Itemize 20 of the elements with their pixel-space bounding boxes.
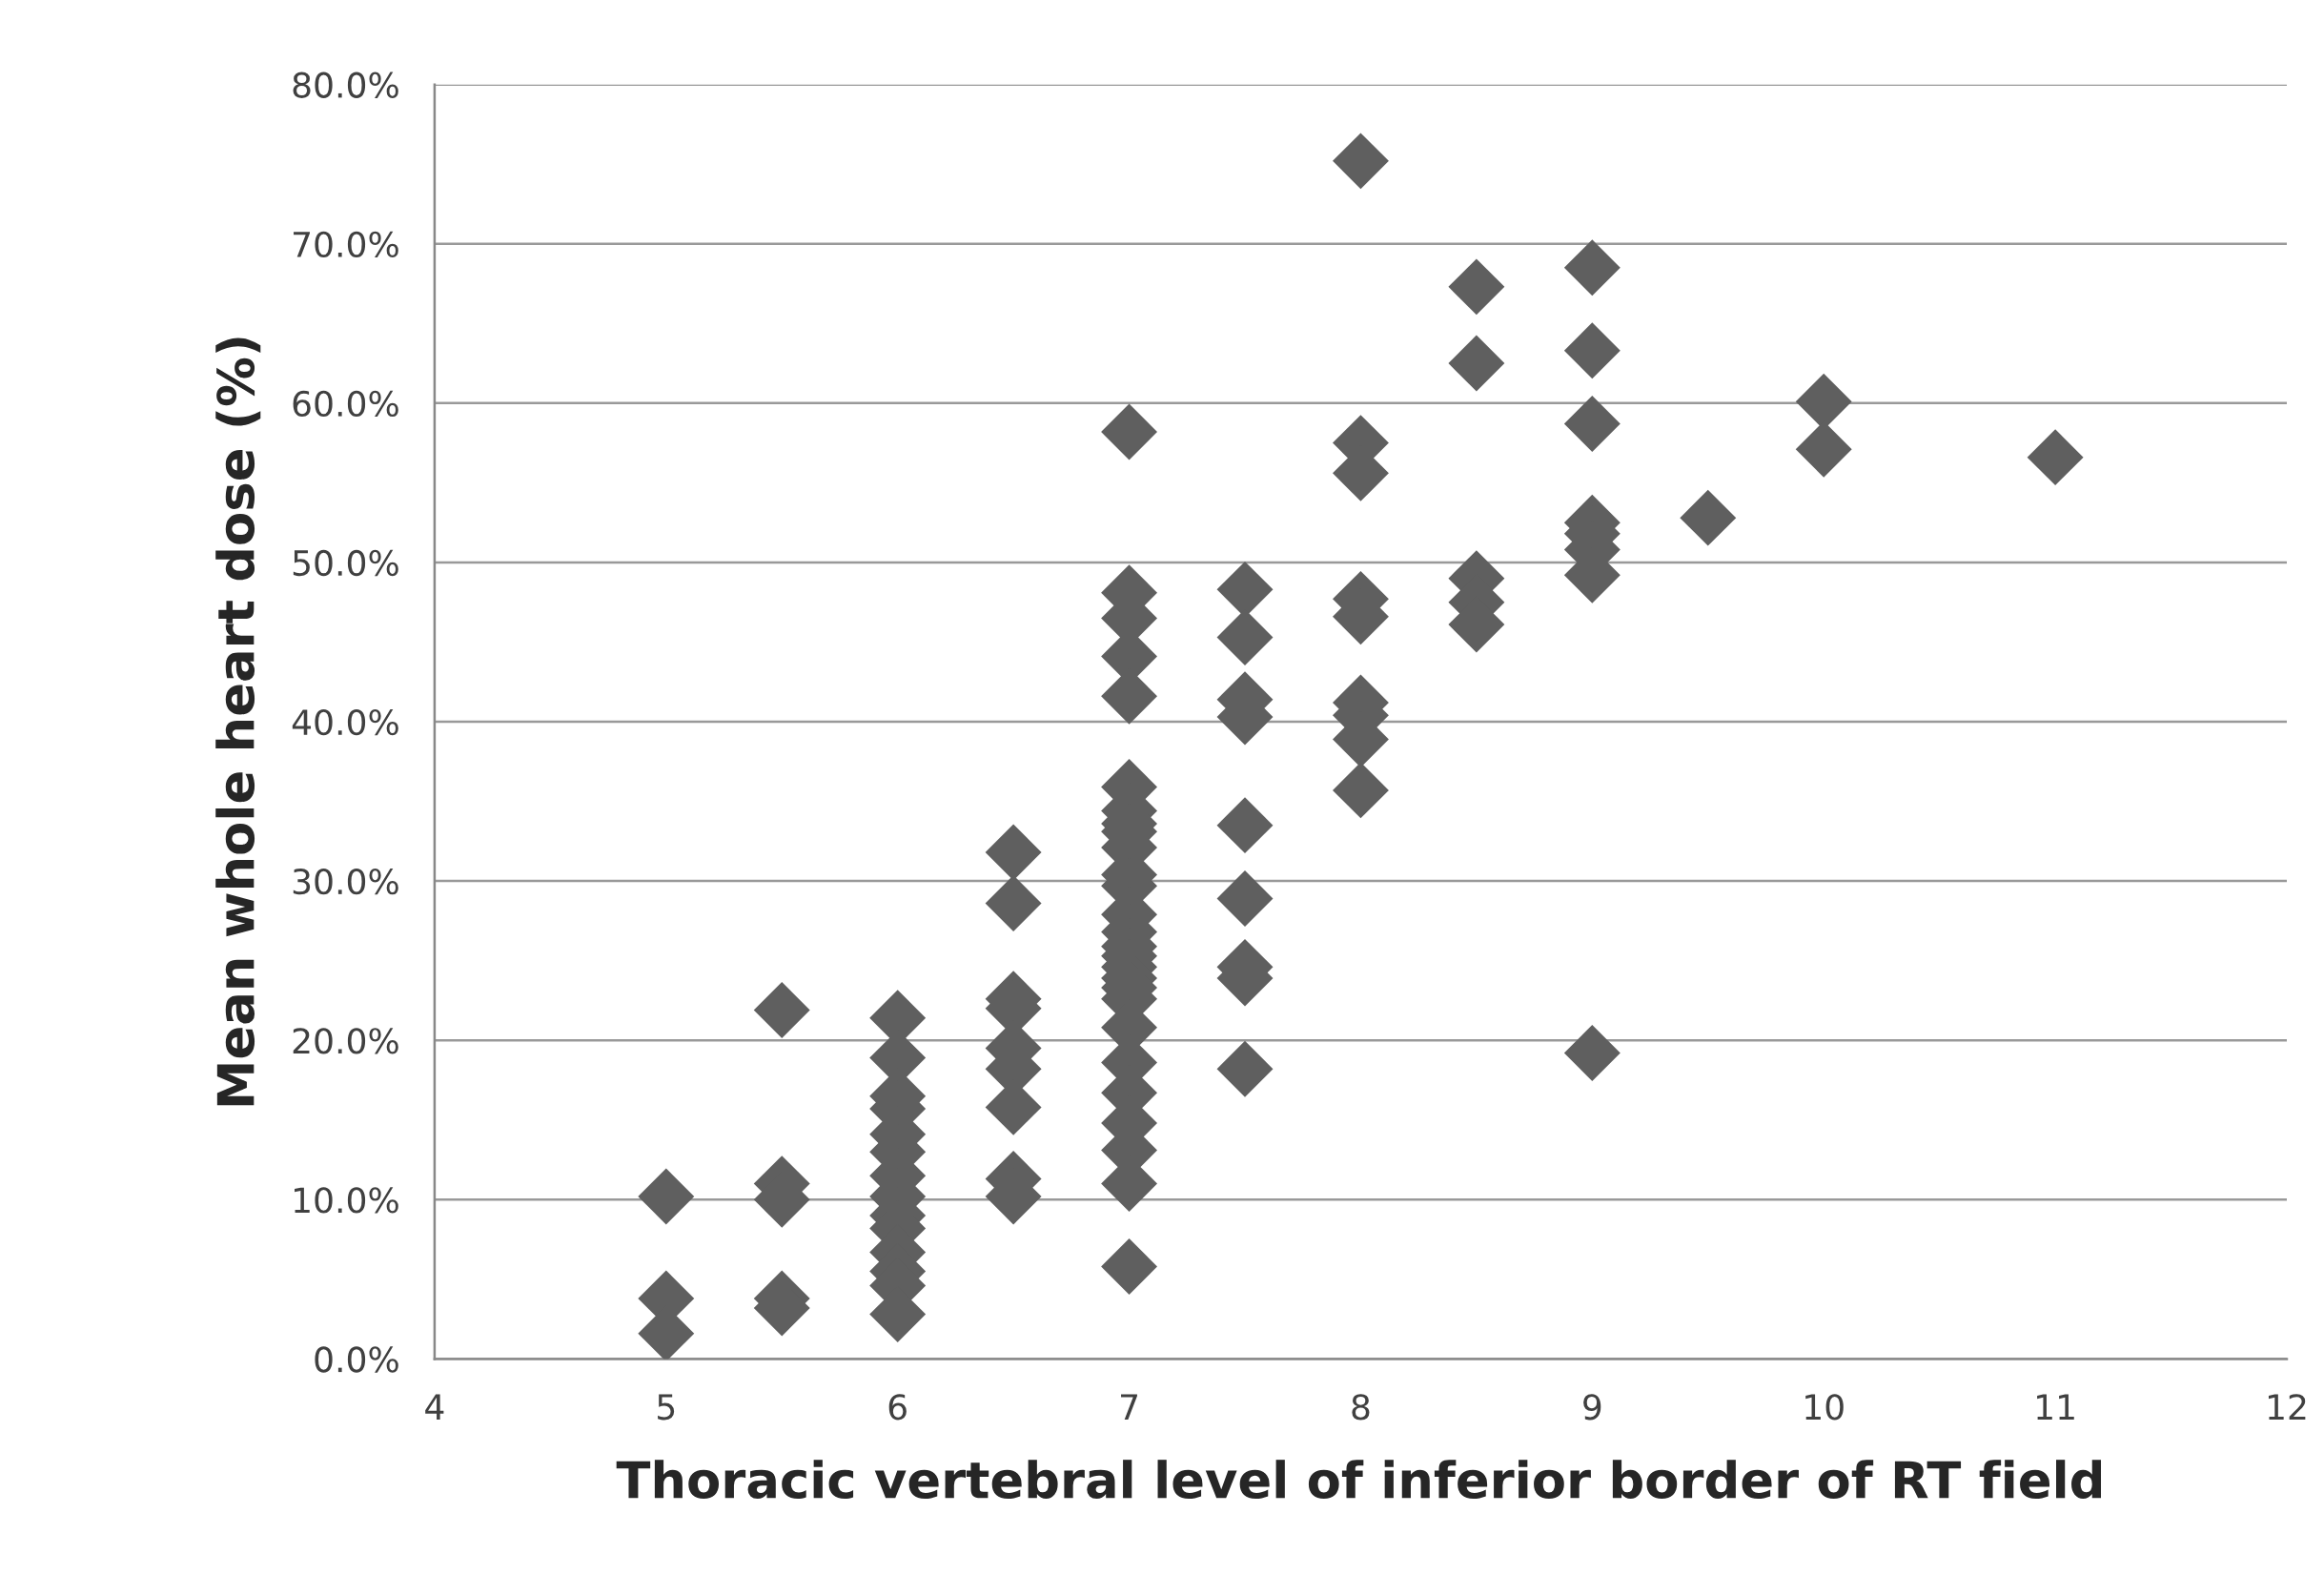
x-tick-label: 5 — [658, 1394, 675, 1421]
y-tick-label: 10.0% — [295, 1187, 398, 1214]
x-tick-label: 7 — [1121, 1394, 1137, 1420]
y-tick-label: 70.0% — [294, 231, 398, 257]
x-tick-label: 11 — [2037, 1394, 2074, 1420]
y-tick-label: 30.0% — [293, 869, 398, 895]
x-tick-label: 10 — [1805, 1394, 1844, 1421]
y-tick-label: 80.0% — [293, 72, 398, 98]
x-tick-label: 4 — [425, 1394, 444, 1420]
x-tick-label: 6 — [888, 1394, 907, 1421]
x-tick-label: 12 — [2268, 1394, 2306, 1420]
y-axis-title: Mean whole heart dose (%) — [215, 337, 261, 1106]
y-tick-label: 0.0% — [315, 1346, 398, 1373]
x-tick-label: 8 — [1352, 1394, 1370, 1421]
x-tick-label: 9 — [1583, 1394, 1601, 1421]
y-tick-label: 40.0% — [292, 708, 398, 736]
x-axis-title: Thoracic vertebral level of inferior border of RT field — [616, 1460, 2102, 1500]
y-tick-label: 50.0% — [293, 549, 398, 577]
y-tick-label: 20.0% — [293, 1028, 398, 1054]
y-tick-label: 60.0% — [293, 390, 398, 418]
